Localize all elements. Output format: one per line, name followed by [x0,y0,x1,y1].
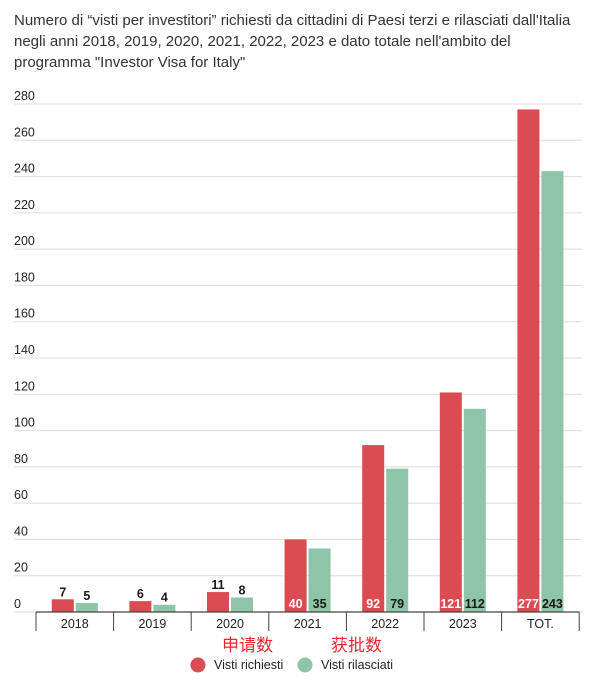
bar [463,408,486,612]
bar [439,392,462,612]
x-tick-label: 2018 [61,617,89,631]
bar [362,445,385,612]
bar [207,592,229,612]
legend: Visti richiesti Visti rilasciati 申请数 获批数 [190,636,393,673]
bar [386,468,409,612]
bar [517,109,540,612]
x-tick-label: 2020 [216,617,244,631]
bar [51,599,74,612]
x-tick-label: 2023 [449,617,477,631]
legend-label: Visti richiesti [214,658,283,672]
y-tick-label: 120 [14,379,35,393]
bar [129,601,152,612]
y-tick-label: 40 [14,524,28,538]
bar [308,548,331,612]
bar [541,171,564,612]
value-labels: 7 5 6 4 11 8 40 35 92 79 121 112 277 243 [59,578,563,611]
y-tick-label: 100 [14,416,35,430]
value-label: 8 [239,583,246,597]
bar [153,604,176,612]
x-tick-label: 2021 [294,617,322,631]
value-label: 35 [313,597,327,611]
value-label: 6 [137,587,144,601]
y-tick-label: 60 [14,488,28,502]
y-axis-ticks: 0 20 40 60 80 100 120 140 160 180 200 220 240 260 280 [14,89,35,611]
legend-annotation: 获批数 [331,636,382,655]
x-tick-label: 2022 [371,617,399,631]
value-label: 243 [542,597,563,611]
bar [284,539,307,612]
value-label: 92 [366,597,380,611]
x-axis: 2018 2019 2020 2021 2022 2023 TOT. [35,611,580,631]
value-label: 40 [289,597,303,611]
y-tick-label: 140 [14,343,35,357]
legend-annotation: 申请数 [222,636,273,655]
y-tick-label: 20 [14,561,28,575]
value-label: 277 [518,597,539,611]
y-tick-label: 260 [14,125,35,139]
y-tick-label: 80 [14,452,28,466]
y-tick-label: 200 [14,234,35,248]
value-label: 4 [161,591,168,605]
y-tick-label: 160 [14,307,35,321]
value-label: 11 [211,578,224,592]
legend-swatch [190,657,206,673]
grid-lines [14,103,582,613]
chart-title: Numero di “visti per investitori” richie… [14,12,571,71]
value-label: 7 [59,585,66,599]
y-tick-label: 0 [14,597,21,611]
y-tick-label: 240 [14,162,35,176]
bar [231,597,253,612]
legend-label: Visti rilasciati [321,658,393,672]
value-label: 112 [465,597,485,611]
y-tick-label: 220 [14,198,35,212]
x-tick-label: 2019 [138,617,166,631]
x-tick-label: TOT. [527,617,554,631]
value-label: 121 [440,597,461,611]
bars [51,109,564,612]
value-label: 79 [390,597,404,611]
bar [75,602,98,612]
value-label: 5 [83,589,90,603]
y-tick-label: 180 [14,270,35,284]
y-tick-label: 280 [14,89,35,103]
legend-swatch [297,657,313,673]
